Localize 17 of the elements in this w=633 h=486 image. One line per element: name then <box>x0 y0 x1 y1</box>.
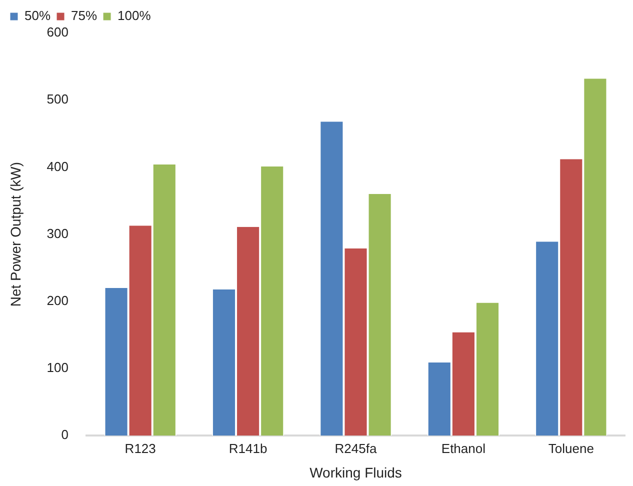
y-tick-label: 200 <box>46 292 68 308</box>
legend-label: 100% <box>118 8 152 24</box>
y-tick-label: 0 <box>61 427 68 442</box>
y-tick-label: 600 <box>46 24 68 40</box>
y-tick-label: 100 <box>46 360 68 376</box>
legend-label: 50% <box>24 8 51 24</box>
x-tick-label: R141b <box>228 440 268 456</box>
legend-label: 75% <box>71 8 98 24</box>
x-tick-label: Ethanol <box>441 440 486 456</box>
x-tick-label: R245fa <box>334 440 378 456</box>
y-tick-label: 300 <box>46 226 68 241</box>
y-tick-label: 400 <box>46 158 68 174</box>
y-tick-label: 500 <box>46 92 68 107</box>
x-tick-label: Toluene <box>548 440 594 456</box>
y-axis-title: Net Power Output (kW) <box>7 162 24 307</box>
x-tick-label: R123 <box>124 440 156 456</box>
x-axis-title: Working Fluids <box>310 464 402 480</box>
